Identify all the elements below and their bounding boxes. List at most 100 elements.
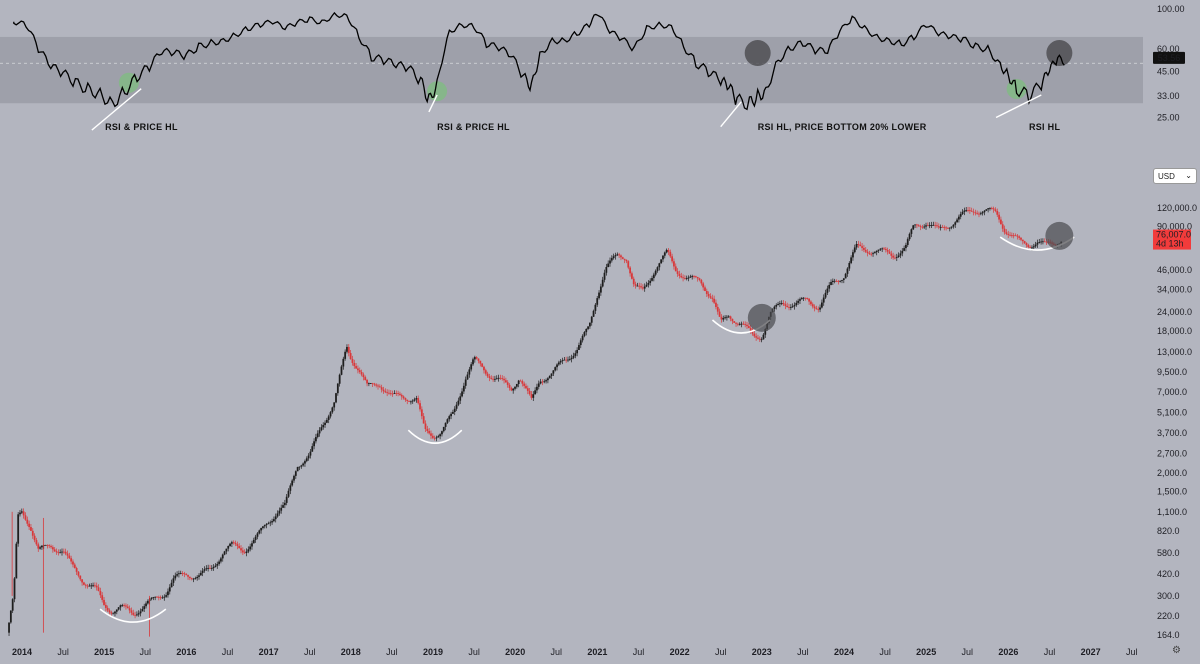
candle-body	[216, 563, 219, 566]
candle-body	[320, 427, 323, 431]
candle-body	[559, 361, 562, 363]
candle-body	[33, 535, 36, 541]
candle-body	[921, 226, 924, 228]
price-tick-label-1: 90,000.0	[1157, 222, 1192, 232]
candle-body	[925, 225, 927, 227]
candle-body	[369, 383, 372, 384]
candle-body	[349, 353, 352, 359]
candle-body	[263, 525, 266, 527]
candle-body	[1025, 243, 1028, 246]
candle-body	[839, 280, 842, 282]
candle-body	[660, 259, 663, 264]
candle-body	[879, 248, 882, 250]
candle-body	[466, 374, 469, 380]
candle-body	[585, 328, 588, 333]
candle-body	[364, 377, 367, 381]
candle-body	[72, 561, 74, 565]
candle-body	[886, 249, 889, 252]
candle-body	[667, 249, 670, 252]
x-tick-label-20: 2024	[834, 647, 854, 657]
candle-body	[146, 601, 149, 604]
candle-body	[764, 329, 767, 335]
candle-body	[97, 587, 100, 591]
x-tick-label-5: Jul	[222, 647, 234, 657]
rsi-annotation-2: RSI HL, PRICE BOTTOM 20% LOWER	[758, 122, 927, 132]
candle-body	[389, 393, 392, 394]
candle-body	[243, 552, 246, 554]
candle-body	[941, 226, 944, 228]
currency-selector[interactable]: USD ⌄	[1153, 168, 1197, 184]
candle-body	[777, 303, 779, 305]
candle-body	[380, 387, 383, 390]
candle-body	[121, 605, 124, 606]
price-tick-label-5: 18,000.0	[1157, 326, 1192, 336]
candle-body	[822, 297, 825, 303]
candle-body	[833, 280, 836, 282]
candle-body	[537, 383, 540, 387]
candle-body	[271, 521, 273, 523]
candle-body	[344, 351, 347, 359]
candle-body	[632, 278, 635, 285]
candle-body	[989, 207, 991, 209]
candle-body	[1031, 247, 1033, 249]
candle-body	[596, 298, 599, 305]
candle-body	[11, 599, 14, 611]
candle-body	[866, 251, 869, 254]
candle-body	[592, 310, 595, 317]
candle-body	[979, 213, 982, 215]
candle-body	[912, 225, 915, 230]
candle-body	[861, 246, 863, 248]
price-highlight-circle-1	[1045, 221, 1074, 250]
candle-body	[199, 572, 202, 576]
x-tick-label-14: 2021	[587, 647, 607, 657]
candle-body	[408, 400, 410, 402]
candle-body	[413, 399, 416, 401]
candle-body	[795, 302, 798, 306]
candle-body	[400, 394, 403, 397]
gear-icon[interactable]: ⚙	[1172, 645, 1181, 656]
candle-body	[44, 544, 47, 546]
candle-body	[1007, 233, 1010, 235]
candle-body	[978, 213, 980, 215]
x-tick-label-10: 2019	[423, 647, 443, 657]
candle-body	[373, 383, 376, 385]
candle-body	[236, 544, 239, 546]
candle-body	[652, 274, 655, 279]
x-tick-label-3: Jul	[140, 647, 152, 657]
candle-body	[813, 306, 816, 309]
candle-body	[336, 383, 339, 394]
candle-body	[371, 383, 374, 384]
candle-body	[479, 360, 482, 364]
price-tick-label-19: 220.0	[1157, 611, 1180, 621]
candle-body	[382, 389, 385, 392]
rsi-trendline-1	[428, 94, 438, 113]
candle-body	[705, 291, 708, 294]
x-tick-label-6: 2017	[259, 647, 279, 657]
price-tick-label-10: 3,700.0	[1157, 428, 1187, 438]
candle-body	[338, 374, 341, 384]
price-tick-label-11: 2,700.0	[1157, 449, 1187, 459]
candle-body	[998, 214, 1000, 220]
candle-body	[475, 357, 478, 359]
candle-body	[422, 416, 425, 424]
candle-body	[715, 302, 717, 307]
candle-body	[510, 387, 513, 391]
candle-body	[742, 323, 745, 325]
candle-body	[793, 305, 796, 307]
candle-body	[95, 585, 98, 588]
candle-body	[488, 376, 491, 378]
candle-body	[397, 393, 400, 394]
candle-body	[221, 554, 224, 559]
candle-body	[168, 587, 171, 592]
candle-body	[391, 393, 394, 395]
candle-body	[20, 511, 23, 513]
candle-body	[523, 383, 526, 386]
candle-body	[132, 612, 135, 615]
candle-body	[262, 526, 264, 529]
candle-body	[981, 212, 984, 214]
candle-body	[683, 278, 686, 279]
candle-body	[123, 605, 126, 606]
candle-body	[19, 512, 21, 515]
